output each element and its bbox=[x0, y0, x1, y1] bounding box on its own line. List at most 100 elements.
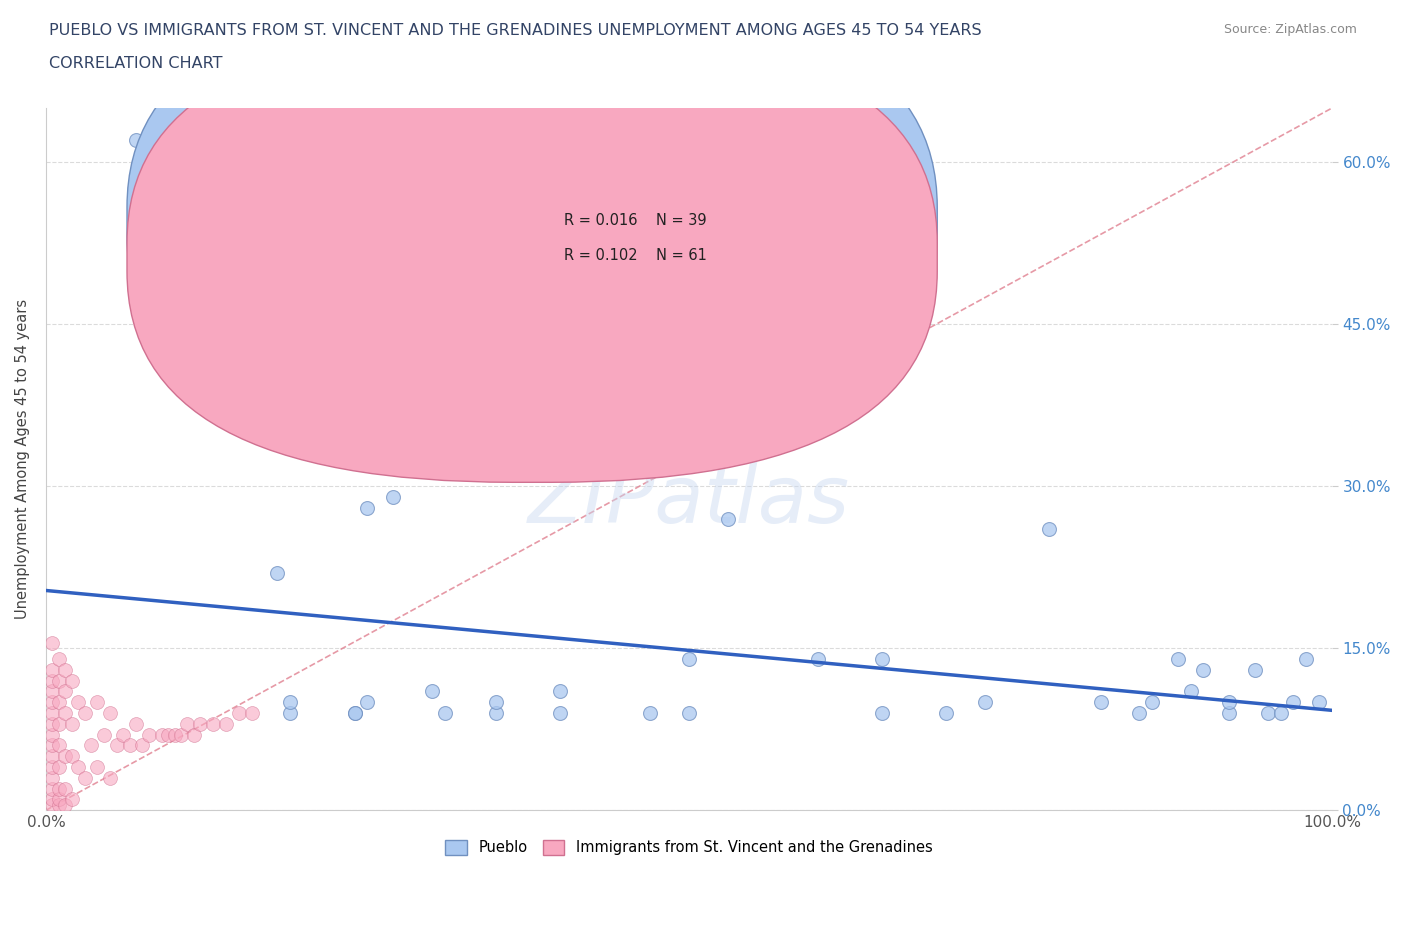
Point bbox=[53, 797, 76, 812]
Point bbox=[485, 695, 508, 710]
Point bbox=[1192, 662, 1215, 677]
Point bbox=[1038, 522, 1060, 537]
Point bbox=[73, 770, 96, 785]
Point bbox=[53, 662, 76, 677]
Point bbox=[41, 781, 63, 796]
Point bbox=[48, 716, 70, 731]
Point bbox=[157, 727, 180, 742]
Point bbox=[1090, 695, 1112, 710]
Point bbox=[60, 673, 83, 688]
Point bbox=[67, 695, 90, 710]
Point bbox=[935, 706, 957, 721]
Point bbox=[41, 673, 63, 688]
Point bbox=[202, 716, 225, 731]
Point bbox=[678, 706, 700, 721]
Text: ZIPatlas: ZIPatlas bbox=[529, 462, 851, 540]
Point bbox=[278, 695, 301, 710]
Point bbox=[1270, 706, 1292, 721]
Point bbox=[1128, 706, 1150, 721]
Point bbox=[105, 738, 128, 753]
Point bbox=[48, 792, 70, 807]
Point bbox=[1295, 652, 1317, 667]
Point bbox=[382, 489, 405, 504]
Point bbox=[1167, 652, 1189, 667]
Point bbox=[41, 760, 63, 775]
Point bbox=[131, 738, 153, 753]
Point bbox=[98, 706, 121, 721]
Text: Source: ZipAtlas.com: Source: ZipAtlas.com bbox=[1223, 23, 1357, 36]
Point bbox=[41, 635, 63, 650]
Point bbox=[188, 716, 211, 731]
Point bbox=[1244, 662, 1267, 677]
Point bbox=[266, 565, 288, 580]
Point bbox=[73, 706, 96, 721]
Point bbox=[41, 749, 63, 764]
Point bbox=[356, 695, 378, 710]
Point bbox=[870, 652, 893, 667]
Point bbox=[176, 716, 198, 731]
Point bbox=[973, 695, 995, 710]
Point bbox=[60, 749, 83, 764]
Point bbox=[41, 792, 63, 807]
Point bbox=[48, 760, 70, 775]
Point bbox=[48, 781, 70, 796]
Point bbox=[125, 716, 148, 731]
Point bbox=[60, 716, 83, 731]
Point bbox=[86, 760, 108, 775]
Point bbox=[485, 706, 508, 721]
Point bbox=[41, 797, 63, 812]
Text: CORRELATION CHART: CORRELATION CHART bbox=[49, 56, 222, 71]
Legend: Pueblo, Immigrants from St. Vincent and the Grenadines: Pueblo, Immigrants from St. Vincent and … bbox=[437, 832, 941, 863]
Point bbox=[1282, 695, 1305, 710]
Point bbox=[343, 706, 366, 721]
Point bbox=[48, 652, 70, 667]
Point bbox=[98, 770, 121, 785]
Point bbox=[41, 727, 63, 742]
Point bbox=[138, 727, 160, 742]
Point bbox=[41, 770, 63, 785]
Point bbox=[550, 706, 572, 721]
FancyBboxPatch shape bbox=[127, 32, 938, 483]
Point bbox=[53, 684, 76, 698]
Point bbox=[1308, 695, 1330, 710]
Point bbox=[215, 716, 238, 731]
Point bbox=[53, 706, 76, 721]
Point bbox=[356, 500, 378, 515]
Point bbox=[125, 133, 148, 148]
Point bbox=[1218, 706, 1240, 721]
Point bbox=[53, 781, 76, 796]
Y-axis label: Unemployment Among Ages 45 to 54 years: Unemployment Among Ages 45 to 54 years bbox=[15, 299, 30, 619]
Point bbox=[420, 684, 443, 698]
Point bbox=[93, 727, 115, 742]
Point bbox=[53, 749, 76, 764]
Text: R = 0.102    N = 61: R = 0.102 N = 61 bbox=[564, 248, 707, 263]
Point bbox=[48, 797, 70, 812]
FancyBboxPatch shape bbox=[496, 189, 831, 266]
Point bbox=[183, 727, 205, 742]
Point bbox=[48, 695, 70, 710]
Point bbox=[41, 716, 63, 731]
Point bbox=[67, 760, 90, 775]
Point bbox=[228, 706, 250, 721]
Point bbox=[150, 727, 173, 742]
Point bbox=[41, 684, 63, 698]
Point bbox=[80, 738, 103, 753]
Point bbox=[41, 662, 63, 677]
Text: R = 0.016    N = 39: R = 0.016 N = 39 bbox=[564, 213, 707, 228]
Point bbox=[550, 684, 572, 698]
Point bbox=[1140, 695, 1163, 710]
Point bbox=[278, 706, 301, 721]
Point bbox=[870, 706, 893, 721]
Point bbox=[240, 706, 263, 721]
Text: PUEBLO VS IMMIGRANTS FROM ST. VINCENT AND THE GRENADINES UNEMPLOYMENT AMONG AGES: PUEBLO VS IMMIGRANTS FROM ST. VINCENT AN… bbox=[49, 23, 981, 38]
Point bbox=[678, 652, 700, 667]
Point bbox=[1180, 684, 1202, 698]
Point bbox=[1257, 706, 1279, 721]
Point bbox=[717, 512, 740, 526]
Point bbox=[1218, 695, 1240, 710]
Point bbox=[640, 706, 662, 721]
Point bbox=[48, 738, 70, 753]
Point bbox=[807, 652, 830, 667]
Point bbox=[118, 738, 141, 753]
Point bbox=[41, 695, 63, 710]
